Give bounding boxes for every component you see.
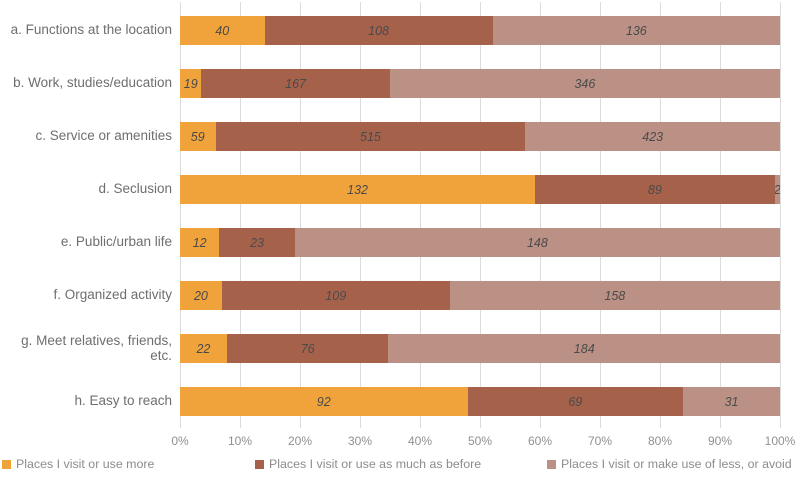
value-label: 23 (250, 235, 264, 250)
chart-row: g. Meet relatives, friends, etc. 22 76 184 (0, 322, 780, 375)
bar-segment-same[interactable]: 515 (215, 122, 526, 151)
bar-segment-more[interactable]: 40 (180, 16, 265, 45)
bar-segment-more[interactable]: 59 (180, 122, 216, 151)
bar-segment-less[interactable]: 148 (294, 228, 780, 257)
category-label: d. Seclusion (98, 181, 172, 197)
x-axis: 0% 10% 20% 30% 40% 50% 60% 70% 80% 90% 100% (171, 434, 795, 450)
value-label: 12 (192, 235, 207, 250)
bar-segment-same[interactable]: 76 (226, 334, 389, 363)
value-label: 22 (196, 341, 211, 356)
category-label: h. Easy to reach (74, 393, 172, 409)
bar-track: 40 108 136 (180, 16, 780, 45)
category-label: b. Work, studies/education (13, 75, 172, 91)
x-tick-label: 20% (287, 434, 313, 448)
x-tick-label: 60% (527, 434, 553, 448)
x-tick-label: 90% (707, 434, 733, 448)
value-label: 136 (625, 23, 647, 38)
bar-segment-less[interactable]: 31 (683, 387, 780, 416)
value-label: 89 (647, 182, 662, 197)
bar-track: 22 76 184 (180, 334, 780, 363)
legend-swatch-icon (2, 460, 11, 469)
category-label: e. Public/urban life (60, 234, 172, 250)
x-tick-label: 10% (227, 434, 253, 448)
bar-segment-less[interactable]: 423 (525, 122, 780, 151)
bar-segment-same[interactable]: 69 (467, 387, 684, 416)
bar-track: 92 69 31 (180, 387, 780, 416)
category-label: g. Meet relatives, friends, etc. (21, 332, 172, 363)
category-label: f. Organized activity (53, 287, 172, 303)
chart-row: d. Seclusion 132 89 2 (0, 163, 780, 216)
x-tick-label: 80% (647, 434, 673, 448)
bar-segment-same[interactable]: 89 (535, 175, 775, 204)
bar-segment-same[interactable]: 109 (221, 281, 450, 310)
chart-row: a. Functions at the location 40 108 136 (0, 4, 780, 57)
bar-track: 12 23 148 (180, 228, 780, 257)
bar-track: 132 89 2 (180, 175, 780, 204)
legend-swatch-icon (547, 460, 556, 469)
bar-segment-more[interactable]: 132 (180, 175, 536, 204)
x-tick-label: 30% (347, 434, 373, 448)
value-label: 184 (573, 341, 595, 356)
bar-track: 19 167 346 (180, 69, 780, 98)
bar-track: 59 515 423 (180, 122, 780, 151)
legend-item[interactable]: Places I visit or use more (2, 457, 154, 471)
bar-segment-more[interactable]: 20 (180, 281, 222, 310)
value-label: 76 (300, 341, 315, 356)
value-label: 31 (724, 394, 739, 409)
legend-item[interactable]: Places I visit or make use of less, or a… (547, 457, 792, 471)
value-label: 40 (215, 23, 230, 38)
value-label: 19 (183, 76, 198, 91)
bars-area: a. Functions at the location 40 108 136 b. W… (0, 4, 780, 428)
bar-segment-less[interactable]: 346 (389, 69, 780, 98)
x-tick-label: 70% (587, 434, 613, 448)
bar-segment-less[interactable]: 2 (774, 175, 780, 204)
x-tick-label: 40% (407, 434, 433, 448)
x-tick-label: 50% (467, 434, 493, 448)
value-label: 132 (347, 182, 368, 197)
bar-segment-more[interactable]: 19 (180, 69, 202, 98)
value-label: 148 (526, 235, 548, 250)
chart-row: e. Public/urban life 12 23 148 (0, 216, 780, 269)
value-label: 158 (604, 288, 626, 303)
chart-row: f. Organized activity 20 109 158 (0, 269, 780, 322)
value-label: 92 (316, 394, 331, 409)
chart-row: c. Service or amenities 59 515 423 (0, 110, 780, 163)
legend: Places I visit or use more Places I visit… (0, 457, 800, 477)
legend-label: Places I visit or use as much as before (269, 457, 482, 471)
value-label: 109 (325, 288, 347, 303)
legend-label: Places I visit or use more (16, 457, 155, 471)
value-label: 2 (775, 183, 780, 197)
bar-segment-less[interactable]: 158 (449, 281, 780, 310)
chart-row: b. Work, studies/education 19 167 346 (0, 57, 780, 110)
bar-segment-more[interactable]: 92 (180, 387, 468, 416)
value-label: 20 (193, 288, 208, 303)
legend-swatch-icon (255, 460, 264, 469)
bar-segment-same[interactable]: 167 (201, 69, 390, 98)
bar-track: 20 109 158 (180, 281, 780, 310)
legend-label: Places I visit or make use of less, or a… (561, 457, 792, 471)
x-tick-label: 0% (171, 434, 189, 448)
gridline (780, 2, 781, 428)
value-label: 346 (574, 76, 596, 91)
value-label: 59 (190, 129, 205, 144)
value-label: 423 (642, 129, 664, 144)
legend-item[interactable]: Places I visit or use as much as before (255, 457, 481, 471)
bar-segment-less[interactable]: 184 (388, 334, 780, 363)
bar-segment-same[interactable]: 108 (264, 16, 493, 45)
value-label: 69 (568, 394, 583, 409)
bar-segment-more[interactable]: 22 (180, 334, 227, 363)
bar-segment-more[interactable]: 12 (180, 228, 220, 257)
value-label: 108 (368, 23, 389, 38)
category-label: c. Service or amenities (35, 128, 172, 144)
chart-row: h. Easy to reach 92 69 31 (0, 375, 780, 428)
bar-segment-less[interactable]: 136 (492, 16, 780, 45)
value-label: 167 (285, 76, 307, 91)
category-label: a. Functions at the location (10, 22, 172, 38)
bar-segment-same[interactable]: 23 (219, 228, 295, 257)
value-label: 515 (360, 129, 381, 144)
x-tick-label: 100% (764, 434, 796, 448)
